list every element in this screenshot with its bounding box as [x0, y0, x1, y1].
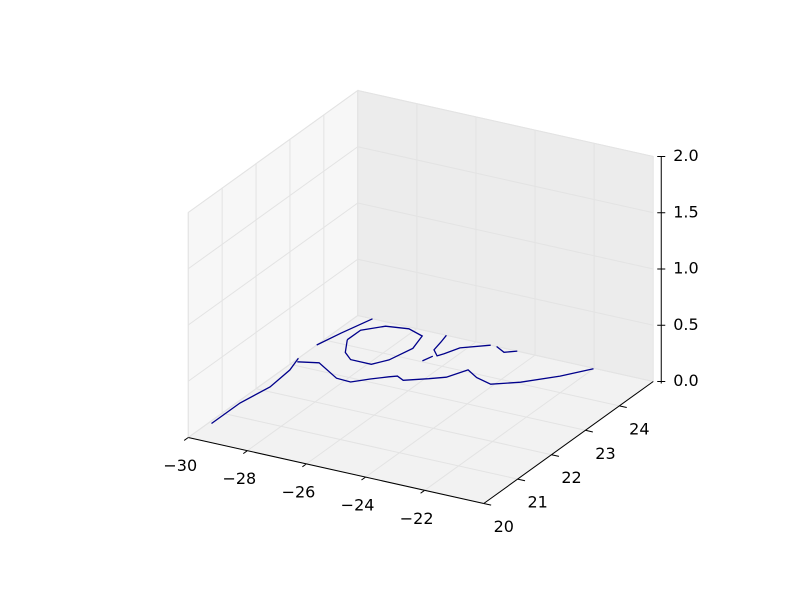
grid-line — [357, 258, 654, 326]
tick-mark — [183, 437, 189, 441]
tick-mark — [483, 503, 492, 506]
y-axis — [483, 381, 654, 504]
grid-line — [222, 412, 518, 480]
grid-line — [187, 315, 359, 438]
tick-mark — [585, 429, 593, 433]
x-tick-label: −28 — [222, 469, 256, 488]
z-tick-label: 0.0 — [673, 371, 698, 390]
grid-line — [289, 363, 586, 431]
grid-line — [187, 202, 359, 326]
grid-line — [247, 328, 418, 452]
y-tick-label: 21 — [527, 493, 547, 512]
grid-line — [187, 90, 359, 213]
z-tick-label: 0.5 — [673, 315, 698, 334]
x-tick-label: −22 — [400, 509, 434, 528]
grid-line — [424, 367, 595, 491]
x-axis — [188, 437, 484, 504]
y-tick-label: 23 — [595, 444, 615, 463]
tick-mark — [517, 478, 526, 482]
grid-line — [357, 90, 654, 157]
tick-mark — [619, 405, 627, 409]
contour-line — [211, 318, 594, 425]
y-tick-label: 20 — [494, 517, 514, 536]
grid-line — [187, 146, 359, 270]
y-tick-label: 22 — [561, 468, 581, 487]
x-tick-label: −26 — [282, 482, 316, 501]
tick-mark — [361, 476, 366, 481]
grid-line — [357, 315, 654, 382]
z-tick-label: 1.0 — [673, 259, 698, 278]
grid-line — [365, 354, 536, 478]
tick-mark — [551, 454, 560, 457]
y-tick-label: 24 — [629, 419, 649, 438]
z-tick-label: 1.5 — [673, 202, 698, 221]
grid-line — [187, 258, 359, 382]
grid-line — [306, 341, 477, 465]
grid-line — [357, 146, 654, 214]
tick-mark — [242, 450, 248, 455]
z-tick-label: 2.0 — [673, 146, 698, 165]
tick-mark — [420, 489, 425, 494]
x-tick-label: −30 — [163, 456, 197, 475]
tick-mark — [302, 463, 307, 468]
x-tick-label: −24 — [341, 496, 375, 515]
grid-line — [357, 202, 654, 270]
grid-line — [255, 388, 552, 456]
